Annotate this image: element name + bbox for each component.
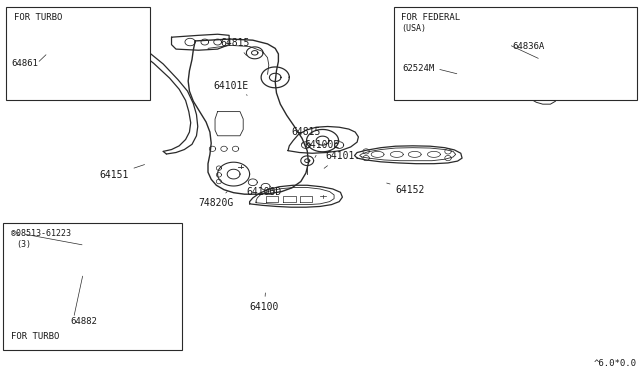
Bar [3, 223, 182, 350]
Text: FOR FEDERAL: FOR FEDERAL [401, 13, 460, 22]
Text: 64101E: 64101E [213, 81, 248, 95]
Bar [394, 7, 637, 100]
Text: 64152: 64152 [387, 183, 425, 195]
Text: 64100: 64100 [250, 293, 279, 312]
Text: ^6.0*0.0: ^6.0*0.0 [594, 359, 637, 368]
Text: ®08513-61223: ®08513-61223 [11, 229, 71, 238]
Text: (3): (3) [16, 240, 31, 249]
Text: 64882: 64882 [70, 317, 97, 326]
Text: 74820G: 74820G [198, 192, 234, 208]
Text: 64101: 64101 [324, 151, 355, 168]
Text: 64100D: 64100D [246, 187, 282, 203]
Text: (USA): (USA) [401, 24, 426, 33]
Text: 64836A: 64836A [512, 42, 544, 51]
Text: FOR TURBO: FOR TURBO [14, 13, 63, 22]
Text: 64861: 64861 [12, 59, 38, 68]
Text: 64815: 64815 [291, 127, 321, 144]
Text: 64151: 64151 [99, 164, 145, 180]
Text: 62524M: 62524M [402, 64, 434, 73]
Text: 64100E: 64100E [304, 140, 339, 157]
Text: S: S [16, 232, 20, 237]
Text: 64815: 64815 [221, 38, 250, 55]
Bar [6, 7, 150, 100]
Text: FOR TURBO: FOR TURBO [11, 333, 60, 341]
